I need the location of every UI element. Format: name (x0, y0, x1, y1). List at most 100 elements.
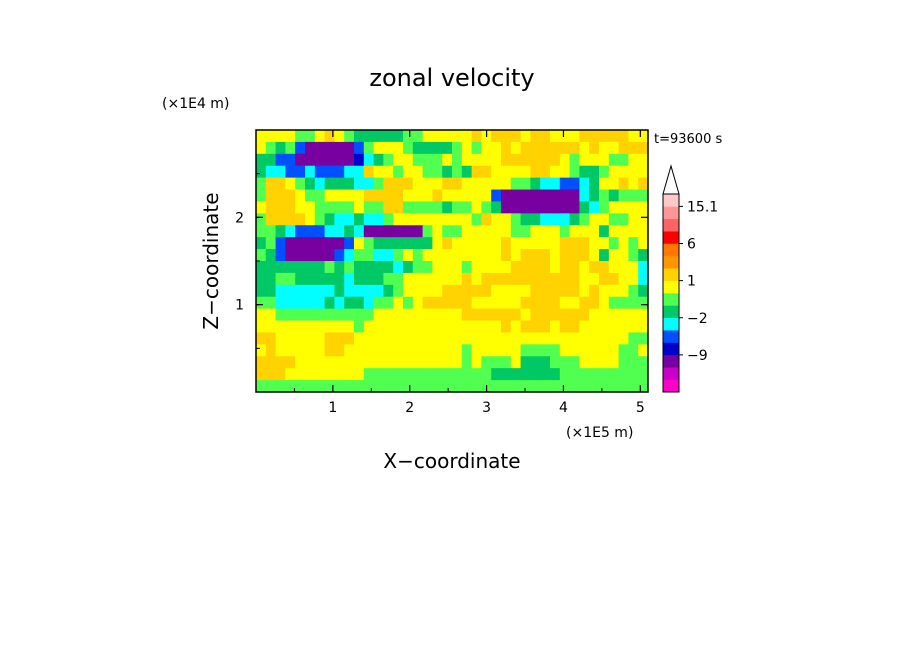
heatmap-cell (412, 380, 424, 392)
heatmap-cell (599, 284, 610, 298)
heatmap-cell (305, 237, 316, 250)
heatmap-cell (530, 261, 541, 274)
heatmap-cell (579, 153, 590, 167)
heatmap-cell (442, 189, 453, 203)
heatmap-cell (422, 165, 433, 179)
heatmap-cell (569, 237, 580, 250)
heatmap-cell (295, 177, 306, 191)
heatmap-cell (569, 177, 580, 191)
heatmap-cell (403, 130, 414, 143)
heatmap-cell (334, 332, 345, 345)
heatmap-cell (314, 213, 326, 226)
colorbar-level (663, 194, 679, 207)
heatmap-cell (275, 141, 286, 155)
heatmap-cell (579, 237, 590, 250)
heatmap-cell (559, 356, 571, 369)
heatmap-cell (569, 189, 580, 203)
heatmap-cell (520, 213, 531, 226)
heatmap-cell (638, 380, 648, 392)
heatmap-cell (412, 237, 424, 250)
colorbar-tick-label: −9 (687, 348, 708, 364)
heatmap-cell (540, 177, 551, 191)
heatmap-cell (520, 272, 531, 286)
heatmap-cell (599, 308, 610, 322)
heatmap-cell (422, 368, 433, 381)
heatmap-cell (638, 189, 648, 203)
heatmap-cell (481, 249, 492, 262)
heatmap-cell (501, 332, 512, 345)
heatmap-cell (275, 332, 286, 345)
heatmap-cell (422, 296, 433, 310)
heatmap-cell (599, 344, 610, 357)
heatmap-cell (305, 261, 316, 274)
heatmap-cell (540, 272, 551, 286)
heatmap-cell (383, 201, 394, 214)
heatmap-cell (530, 320, 541, 334)
heatmap-cell (256, 130, 267, 143)
heatmap-cell (559, 201, 571, 214)
heatmap-cell (638, 165, 648, 179)
heatmap-cell (334, 177, 345, 191)
heatmap-cell (256, 165, 267, 179)
heatmap-cell (501, 153, 512, 167)
heatmap-cell (491, 368, 502, 381)
heatmap-cell (599, 296, 610, 310)
heatmap-cell (569, 368, 580, 381)
heatmap-cell (550, 177, 561, 191)
heatmap-cell (589, 261, 600, 274)
heatmap-cell (373, 213, 384, 226)
heatmap-cell (618, 130, 629, 143)
heatmap-cell (510, 249, 522, 262)
heatmap-cell (530, 153, 541, 167)
heatmap-cell (569, 153, 580, 167)
heatmap-cell (442, 165, 453, 179)
heatmap-cell (354, 344, 365, 357)
heatmap-cell (344, 189, 355, 203)
heatmap-cell (638, 177, 648, 191)
heatmap-cell (295, 332, 306, 345)
heatmap-cell (432, 141, 443, 155)
heatmap-cell (432, 380, 443, 392)
colorbar-level (663, 330, 679, 343)
heatmap-cell (305, 272, 316, 286)
heatmap-cell (471, 368, 482, 381)
heatmap-cell (618, 225, 629, 238)
heatmap-cell (452, 296, 463, 310)
heatmap-cell (510, 332, 522, 345)
heatmap-cell (354, 165, 365, 179)
heatmap-cell (285, 201, 296, 214)
heatmap-cell (324, 213, 335, 226)
heatmap-cell (638, 332, 648, 345)
heatmap-cell (295, 153, 306, 167)
heatmap-cell (285, 249, 296, 262)
heatmap-cell (618, 201, 629, 214)
heatmap-cell (471, 356, 482, 369)
heatmap-cell (569, 141, 580, 155)
heatmap-cell (461, 284, 473, 298)
heatmap-cell (569, 284, 580, 298)
heatmap-cell (383, 380, 394, 392)
heatmap-cell (452, 165, 463, 179)
heatmap-cell (403, 308, 414, 322)
heatmap-cell (422, 177, 433, 191)
heatmap-cell (295, 308, 306, 322)
heatmap-cell (285, 141, 296, 155)
heatmap-cell (344, 177, 355, 191)
heatmap-cell (344, 356, 355, 369)
heatmap-cell (265, 165, 277, 179)
heatmap-cell (432, 189, 443, 203)
heatmap-cell (265, 177, 277, 191)
heatmap-cell (305, 141, 316, 155)
heatmap-cell (491, 284, 502, 298)
heatmap-cell (275, 153, 286, 167)
heatmap-cell (354, 141, 365, 155)
heatmap-cell (403, 237, 414, 250)
heatmap-cell (314, 380, 326, 392)
heatmap-cell (579, 332, 590, 345)
heatmap-cell (432, 165, 443, 179)
heatmap-cell (501, 249, 512, 262)
heatmap-cell (265, 141, 277, 155)
heatmap-cell (540, 237, 551, 250)
heatmap-cell (442, 308, 453, 322)
heatmap-cell (314, 368, 326, 381)
